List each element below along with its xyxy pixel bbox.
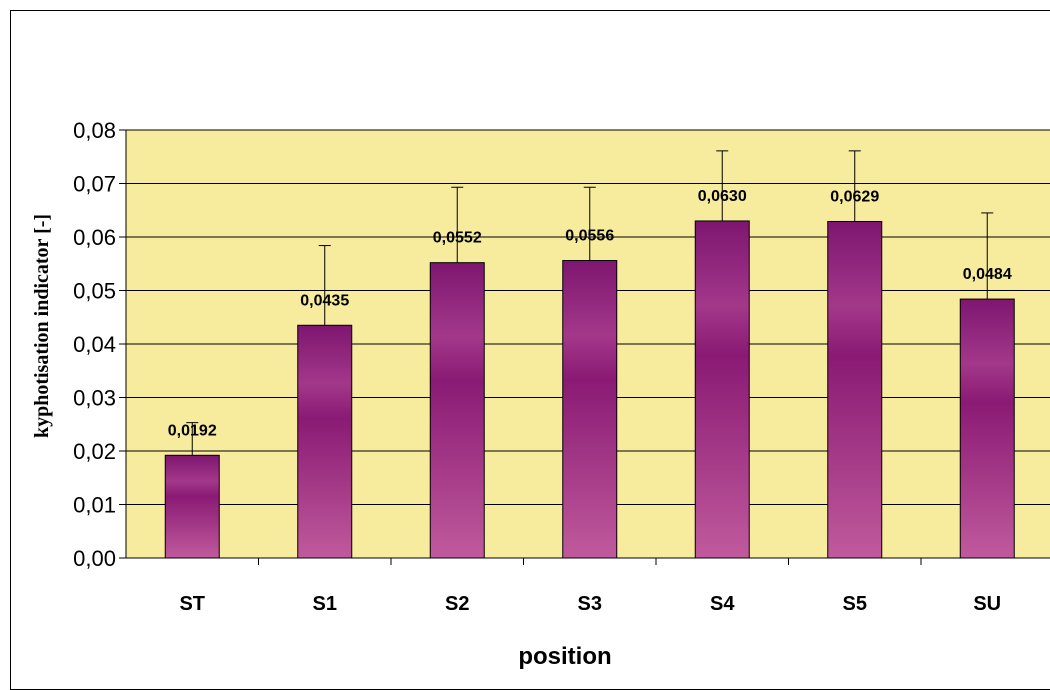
bar [297,324,353,559]
y-tick-label: 0,01 [73,493,116,518]
x-tick-label: S3 [578,593,602,615]
x-tick-label: S4 [710,593,735,615]
y-tick-label: 0,03 [73,386,116,411]
data-label: 0,0435 [300,292,349,309]
bar [694,220,750,559]
bars [164,150,1015,559]
x-tick-label: SU [973,593,1001,615]
y-tick-label: 0,07 [73,172,116,197]
y-tick-label: 0,00 [73,546,116,571]
x-axis-label: position [518,643,611,670]
bar [429,262,485,559]
x-tick-label: S1 [313,593,337,615]
x-tick-label: ST [179,593,205,615]
bar [827,220,883,559]
data-label: 0,0552 [433,230,482,247]
bar [164,454,220,559]
bar-chart: 0,00 0,01 0,02 0,03 0,04 0,05 0,06 0,07 0,08 0,01… [31,118,1050,670]
y-tick-label: 0,08 [73,118,116,143]
axes [119,129,1050,565]
data-label: 0,0556 [565,228,614,245]
data-label: 0,0630 [698,188,747,205]
data-label: 0,0629 [830,188,879,205]
y-tick-label: 0,04 [73,332,116,357]
y-tick-label: 0,02 [73,439,116,464]
bar [562,260,618,559]
y-tick-label: 0,06 [73,225,116,250]
x-tick-label: S5 [843,593,867,615]
x-tick-label: S2 [445,593,469,615]
bar [959,298,1015,559]
labels: 0,00 0,01 0,02 0,03 0,04 0,05 0,06 0,07 0,08 0,01… [73,118,1012,615]
y-tick-label: 0,05 [73,279,116,304]
data-label: 0,0192 [168,422,217,439]
data-label: 0,0484 [963,266,1012,283]
y-axis-label: kyphotisation indicator [-] [31,214,53,438]
